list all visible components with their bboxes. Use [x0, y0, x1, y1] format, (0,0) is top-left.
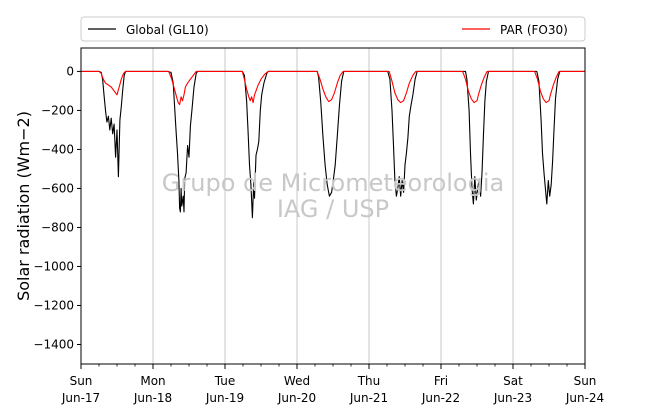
x-tick-weekday: Sun	[574, 374, 597, 388]
x-tick-date: Jun-18	[133, 391, 172, 405]
y-tick-label: −400	[41, 142, 74, 156]
x-axis: Sun Jun-17 Mon Jun-18 Tue Jun-19 Wed Jun-20 Thu J…	[61, 364, 604, 405]
x-tick-weekday: Thu	[357, 374, 381, 388]
y-axis-label: Solar radiation (Wm−2)	[14, 111, 33, 301]
x-tick-weekday: Tue	[214, 374, 236, 388]
watermark: Grupo de Micrometeorologia IAG / USP	[162, 169, 504, 223]
x-tick-date: Jun-20	[277, 391, 316, 405]
x-tick-weekday: Mon	[140, 374, 165, 388]
x-tick-date: Jun-19	[205, 391, 244, 405]
legend: Global (GL10) PAR (FO30)	[80, 16, 586, 42]
x-tick-date: Jun-17	[61, 391, 100, 405]
y-axis: 0 −200 −400 −600 −800 −1000 −1200 −1400	[33, 64, 81, 351]
y-tick-label: −1200	[33, 298, 74, 312]
y-tick-label: −600	[41, 181, 74, 195]
y-tick-label: 0	[66, 64, 74, 78]
y-tick-label: −800	[41, 220, 74, 234]
x-tick-weekday: Wed	[284, 374, 310, 388]
grid	[152, 48, 514, 364]
legend-box	[80, 16, 586, 42]
watermark-line-1: Grupo de Micrometeorologia	[162, 169, 504, 197]
y-tick-label: −1000	[33, 259, 74, 273]
x-tick-date: Jun-23	[493, 391, 532, 405]
x-tick-weekday: Fri	[434, 374, 448, 388]
plot-series	[81, 70, 585, 219]
x-tick-weekday: Sun	[70, 374, 93, 388]
legend-label-global: Global (GL10)	[126, 23, 209, 37]
legend-label-par: PAR (FO30)	[500, 23, 568, 37]
x-tick-date: Jun-22	[421, 391, 460, 405]
y-tick-label: −200	[41, 103, 74, 117]
x-tick-weekday: Sat	[503, 374, 523, 388]
y-tick-label: −1400	[33, 337, 74, 351]
series-line-par	[81, 70, 585, 106]
x-tick-date: Jun-21	[349, 391, 388, 405]
watermark-line-2: IAG / USP	[277, 195, 389, 223]
x-tick-date: Jun-24	[565, 391, 604, 405]
